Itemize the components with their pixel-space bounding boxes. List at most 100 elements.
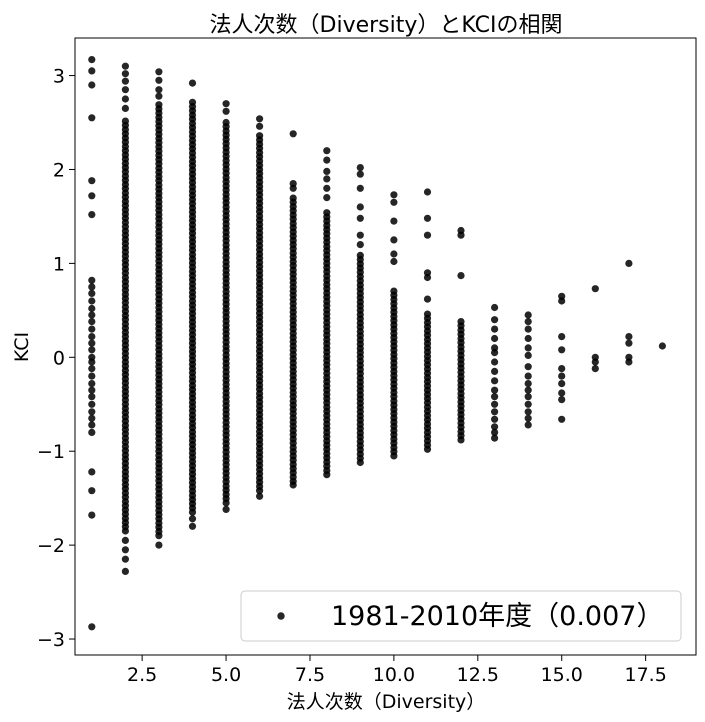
data-point xyxy=(491,325,499,333)
data-point xyxy=(88,297,96,305)
data-point xyxy=(558,365,566,373)
data-point xyxy=(491,349,499,357)
data-point xyxy=(457,272,465,280)
data-point xyxy=(558,372,566,380)
data-point xyxy=(323,184,331,192)
data-point xyxy=(88,289,96,297)
data-point xyxy=(356,251,364,259)
data-point xyxy=(88,304,96,313)
data-point xyxy=(88,365,96,373)
data-point xyxy=(491,316,499,324)
data-point xyxy=(88,623,96,631)
x-tick-label: 5.0 xyxy=(211,664,241,686)
data-point xyxy=(524,318,532,326)
data-point xyxy=(625,259,633,267)
data-point xyxy=(423,310,432,318)
data-point xyxy=(558,396,566,404)
data-point xyxy=(289,130,297,138)
data-point xyxy=(491,434,499,442)
y-tick-label: 3 xyxy=(53,66,65,88)
legend: 1981-2010年度（0.007） xyxy=(240,590,682,642)
data-point xyxy=(323,194,331,202)
data-point xyxy=(88,380,96,388)
data-point xyxy=(88,408,96,416)
data-point xyxy=(558,297,566,305)
data-point xyxy=(121,536,129,545)
data-point xyxy=(591,285,599,293)
data-point xyxy=(658,342,667,350)
data-point xyxy=(323,175,331,183)
data-point xyxy=(121,567,129,576)
data-point xyxy=(558,346,566,354)
data-point xyxy=(155,76,163,84)
data-point xyxy=(524,372,532,380)
data-point xyxy=(88,333,96,341)
data-point xyxy=(390,217,398,225)
data-point xyxy=(222,107,230,115)
data-point xyxy=(222,100,230,108)
data-point xyxy=(423,214,432,222)
data-point xyxy=(121,70,129,78)
data-point xyxy=(88,386,96,394)
data-point xyxy=(88,325,96,333)
data-point xyxy=(222,118,230,127)
data-point xyxy=(558,380,566,388)
data-point xyxy=(88,428,96,436)
data-point xyxy=(188,98,197,106)
x-tick-label: 2.5 xyxy=(127,664,157,686)
data-point xyxy=(457,318,465,326)
data-point xyxy=(423,273,432,282)
data-point xyxy=(625,339,633,347)
data-point xyxy=(524,380,532,388)
data-point xyxy=(491,377,499,385)
plot-frame xyxy=(74,37,697,656)
data-point xyxy=(121,555,129,563)
data-point xyxy=(491,408,499,416)
y-tick-label: 1 xyxy=(53,253,65,275)
x-tick-label: 15.0 xyxy=(541,664,583,686)
y-axis-label: KCI xyxy=(11,332,33,362)
data-point xyxy=(121,117,129,125)
data-point xyxy=(323,156,331,164)
data-point xyxy=(591,358,599,366)
data-point xyxy=(155,86,163,94)
data-point xyxy=(558,389,566,397)
data-point xyxy=(524,311,532,319)
data-point xyxy=(491,386,499,394)
data-point xyxy=(356,184,364,192)
y-tick-label: −3 xyxy=(37,629,65,651)
data-point xyxy=(88,372,96,380)
y-tick-label: 0 xyxy=(53,347,65,369)
y-tick-label: 2 xyxy=(53,159,65,181)
data-point xyxy=(88,177,96,185)
data-point xyxy=(121,77,129,85)
data-point xyxy=(524,414,532,422)
data-point xyxy=(88,192,96,200)
data-point xyxy=(88,414,96,422)
data-point xyxy=(524,400,532,408)
data-point xyxy=(625,333,633,341)
data-point xyxy=(88,67,96,75)
data-point xyxy=(88,81,96,89)
data-point xyxy=(121,546,129,554)
data-point xyxy=(188,522,197,530)
data-point xyxy=(88,114,96,122)
data-point xyxy=(88,511,96,519)
data-point xyxy=(356,203,364,211)
data-point xyxy=(323,209,331,217)
y-tick-label: −1 xyxy=(37,441,65,463)
data-point xyxy=(88,211,96,219)
x-tick-label: 7.5 xyxy=(295,664,325,686)
data-point xyxy=(88,311,96,319)
legend-label: 1981-2010年度（0.007） xyxy=(331,601,663,632)
data-point xyxy=(524,334,532,343)
data-point xyxy=(524,363,532,371)
data-point xyxy=(524,408,532,416)
data-point xyxy=(423,231,432,239)
data-point xyxy=(491,428,499,436)
data-point xyxy=(256,115,264,123)
data-point xyxy=(491,303,499,312)
data-point xyxy=(88,421,96,429)
data-point xyxy=(88,283,96,291)
data-point xyxy=(88,400,96,408)
